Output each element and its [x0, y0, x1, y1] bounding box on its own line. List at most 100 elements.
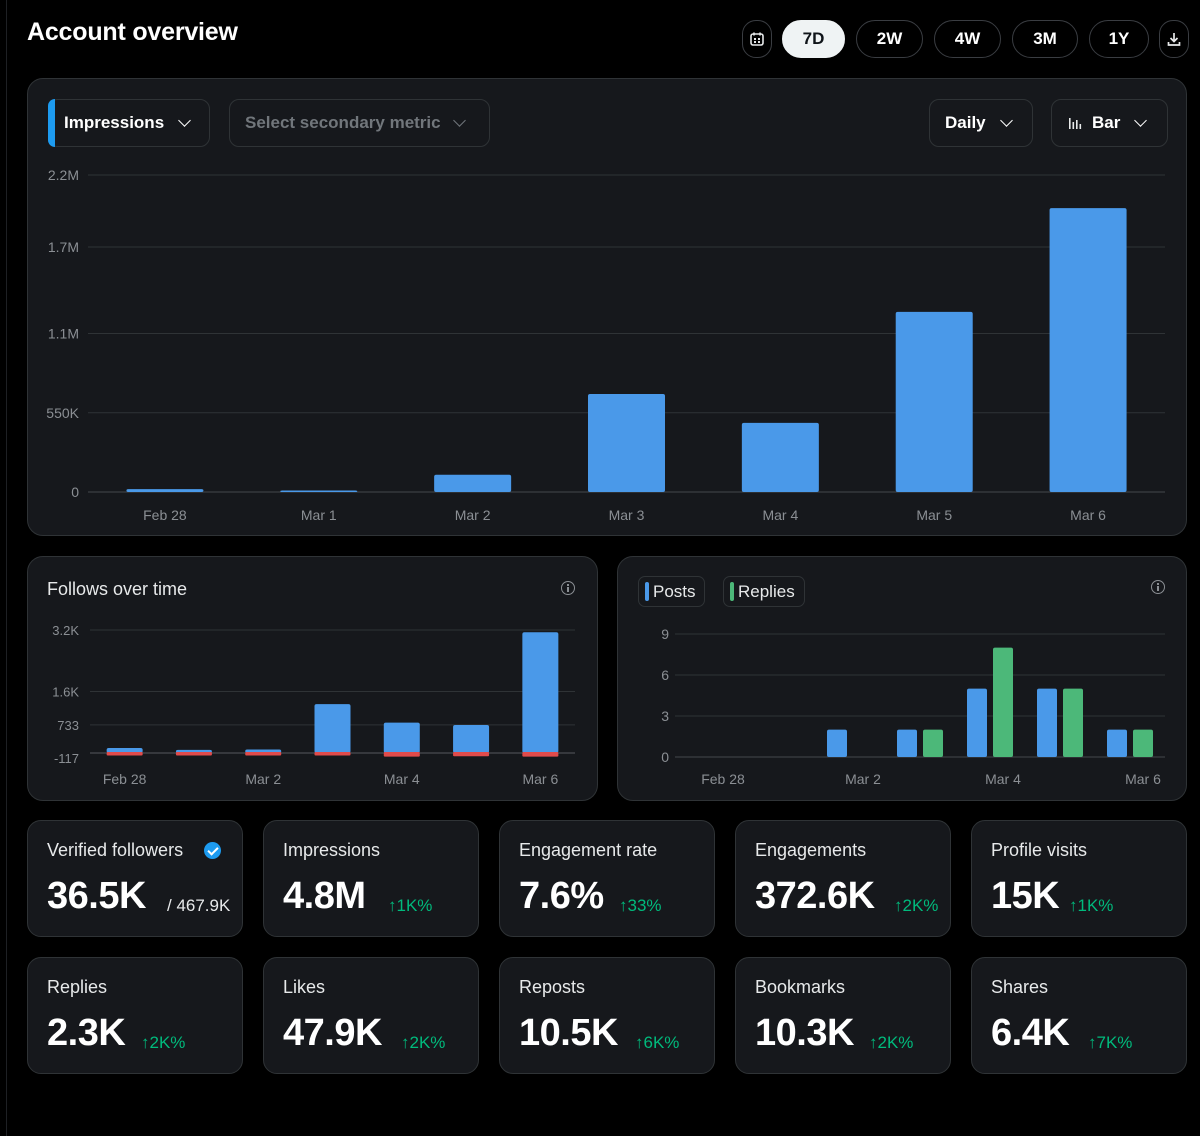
stat-value: 4.8M [283, 875, 366, 917]
y-tick-label: 3.2K [52, 623, 79, 638]
secondary-metric-dropdown[interactable]: Select secondary metric [229, 99, 490, 147]
x-tick-label: Mar 4 [384, 771, 420, 787]
stat-change: ↑2K% [141, 1033, 186, 1052]
granularity-dropdown[interactable]: Daily [929, 99, 1033, 147]
stat-card-profile-visits[interactable]: Profile visits 15K ↑1K% [971, 820, 1187, 937]
replies-bar [993, 647, 1013, 757]
calendar-icon [750, 32, 764, 46]
stat-card-engagement-rate[interactable]: Engagement rate 7.6% ↑33% [499, 820, 715, 937]
secondary-metric-placeholder: Select secondary metric [245, 113, 441, 132]
unfollow-bar [522, 752, 559, 757]
stat-change: ↑2K% [401, 1033, 446, 1052]
x-tick-label: Mar 2 [845, 771, 881, 787]
posts-bar [1107, 729, 1127, 757]
range-4w-button[interactable]: 4W [934, 20, 1001, 58]
stat-change: ↑2K% [869, 1033, 914, 1052]
stat-value: 10.5K [519, 1012, 618, 1054]
stat-value: 2.3K [47, 1012, 126, 1054]
stat-card-engagements[interactable]: Engagements 372.6K ↑2K% [735, 820, 951, 937]
x-tick-label: Mar 2 [245, 771, 281, 787]
range-3m-button[interactable]: 3M [1012, 20, 1078, 58]
x-tick-label: Mar 6 [1125, 771, 1161, 787]
x-tick-label: Mar 5 [916, 507, 952, 523]
posts-replies-panel: Posts Replies 0 3 6 9 Feb 28 Mar 2 Mar 4 Mar 6 [617, 556, 1187, 801]
stat-card-likes[interactable]: Likes 47.9K ↑2K% [263, 957, 479, 1074]
y-tick-label: 9 [661, 626, 669, 642]
stat-value: 6.4K [991, 1012, 1070, 1054]
chart-type-dropdown[interactable]: Bar [1051, 99, 1168, 147]
x-tick-label: Mar 4 [762, 507, 798, 523]
stat-card-reposts[interactable]: Reposts 10.5K ↑6K% [499, 957, 715, 1074]
stat-value: 7.6% [519, 875, 604, 917]
legend-replies-label: Replies [738, 581, 795, 601]
legend-posts-label: Posts [653, 581, 696, 601]
date-range-bar: 7D 2W 4W 3M 1Y [742, 19, 1189, 59]
range-1y-button[interactable]: 1Y [1089, 20, 1149, 58]
posts-bar [897, 729, 917, 757]
stat-card-replies[interactable]: Replies 2.3K ↑2K% [27, 957, 243, 1074]
unfollow-bar [314, 752, 351, 756]
y-tick-label: 1.7M [48, 239, 79, 255]
y-tick-label: 0 [661, 749, 669, 765]
stat-card-impressions[interactable]: Impressions 4.8M ↑1K% [263, 820, 479, 937]
stat-label: Replies [47, 977, 108, 997]
legend-replies[interactable]: Replies [723, 576, 805, 607]
x-tick-label: Mar 4 [985, 771, 1021, 787]
y-tick-label: 3 [661, 708, 669, 724]
stat-label: Reposts [519, 977, 586, 997]
posts-bar [967, 688, 987, 757]
follow-bar [383, 722, 420, 753]
x-tick-label: Mar 2 [455, 507, 491, 523]
range-2w-button[interactable]: 2W [856, 20, 923, 58]
stat-value: 47.9K [283, 1012, 382, 1054]
x-tick-label: Feb 28 [103, 771, 147, 787]
replies-bar [1133, 729, 1153, 757]
y-tick-label: 733 [57, 718, 79, 733]
bar-chart-icon [1069, 118, 1082, 129]
y-tick-label: 2.2M [48, 167, 79, 183]
stat-card-bookmarks[interactable]: Bookmarks 10.3K ↑2K% [735, 957, 951, 1074]
impressions-bar-chart: 0 550K 1.1M 1.7M 2.2M Feb 28 Mar 1 Mar 2 Mar 3 Ma… [46, 167, 1165, 523]
stat-value: 372.6K [755, 875, 875, 917]
stat-card-verified-followers[interactable]: Verified followers 36.5K / 467.9K [27, 820, 243, 937]
calendar-button[interactable] [742, 20, 772, 58]
unfollow-bar [245, 752, 282, 756]
stat-value: 36.5K [47, 875, 146, 917]
follow-bar [314, 704, 351, 753]
bar [895, 311, 973, 492]
metric-color-marker [48, 99, 55, 147]
info-icon[interactable] [561, 581, 575, 595]
chart-type-label: Bar [1092, 113, 1121, 132]
follows-panel: Follows over time 3.2K 1.6K 733 -117 Feb 28 M… [27, 556, 598, 801]
x-tick-label: Feb 28 [143, 507, 187, 523]
left-divider [6, 0, 7, 1136]
x-tick-label: Feb 28 [701, 771, 745, 787]
replies-swatch [730, 582, 734, 601]
follow-bar [453, 724, 490, 753]
stat-label: Bookmarks [755, 977, 846, 997]
y-tick-label: 1.1M [48, 326, 79, 342]
main-chart-panel: Impressions Select secondary metric Dail… [27, 78, 1187, 536]
bar [1049, 208, 1127, 492]
info-icon[interactable] [1151, 580, 1165, 594]
stat-change: ↑1K% [1069, 896, 1114, 915]
x-tick-label: Mar 1 [301, 507, 337, 523]
follows-bar-chart: 3.2K 1.6K 733 -117 Feb 28 Mar 2 Mar 4 Mar 6 [52, 623, 575, 787]
stat-label: Impressions [283, 840, 381, 860]
legend-posts[interactable]: Posts [638, 576, 705, 607]
posts-replies-bar-chart: 0 3 6 9 Feb 28 Mar 2 Mar 4 Mar 6 [661, 626, 1165, 787]
primary-metric-dropdown[interactable]: Impressions [48, 99, 210, 147]
unfollow-bar [106, 752, 143, 756]
stat-value: 15K [991, 875, 1060, 917]
stat-total: / 467.9K [167, 896, 231, 915]
stat-label: Shares [991, 977, 1049, 997]
unfollow-bar [175, 752, 212, 756]
bar [588, 394, 665, 492]
stat-card-shares[interactable]: Shares 6.4K ↑7K% [971, 957, 1187, 1074]
stat-change: ↑6K% [635, 1033, 680, 1052]
x-tick-label: Mar 6 [1070, 507, 1106, 523]
bar [280, 490, 358, 492]
stat-change: ↑2K% [894, 896, 939, 915]
range-7d-button[interactable]: 7D [782, 20, 845, 58]
download-button[interactable] [1159, 20, 1189, 58]
